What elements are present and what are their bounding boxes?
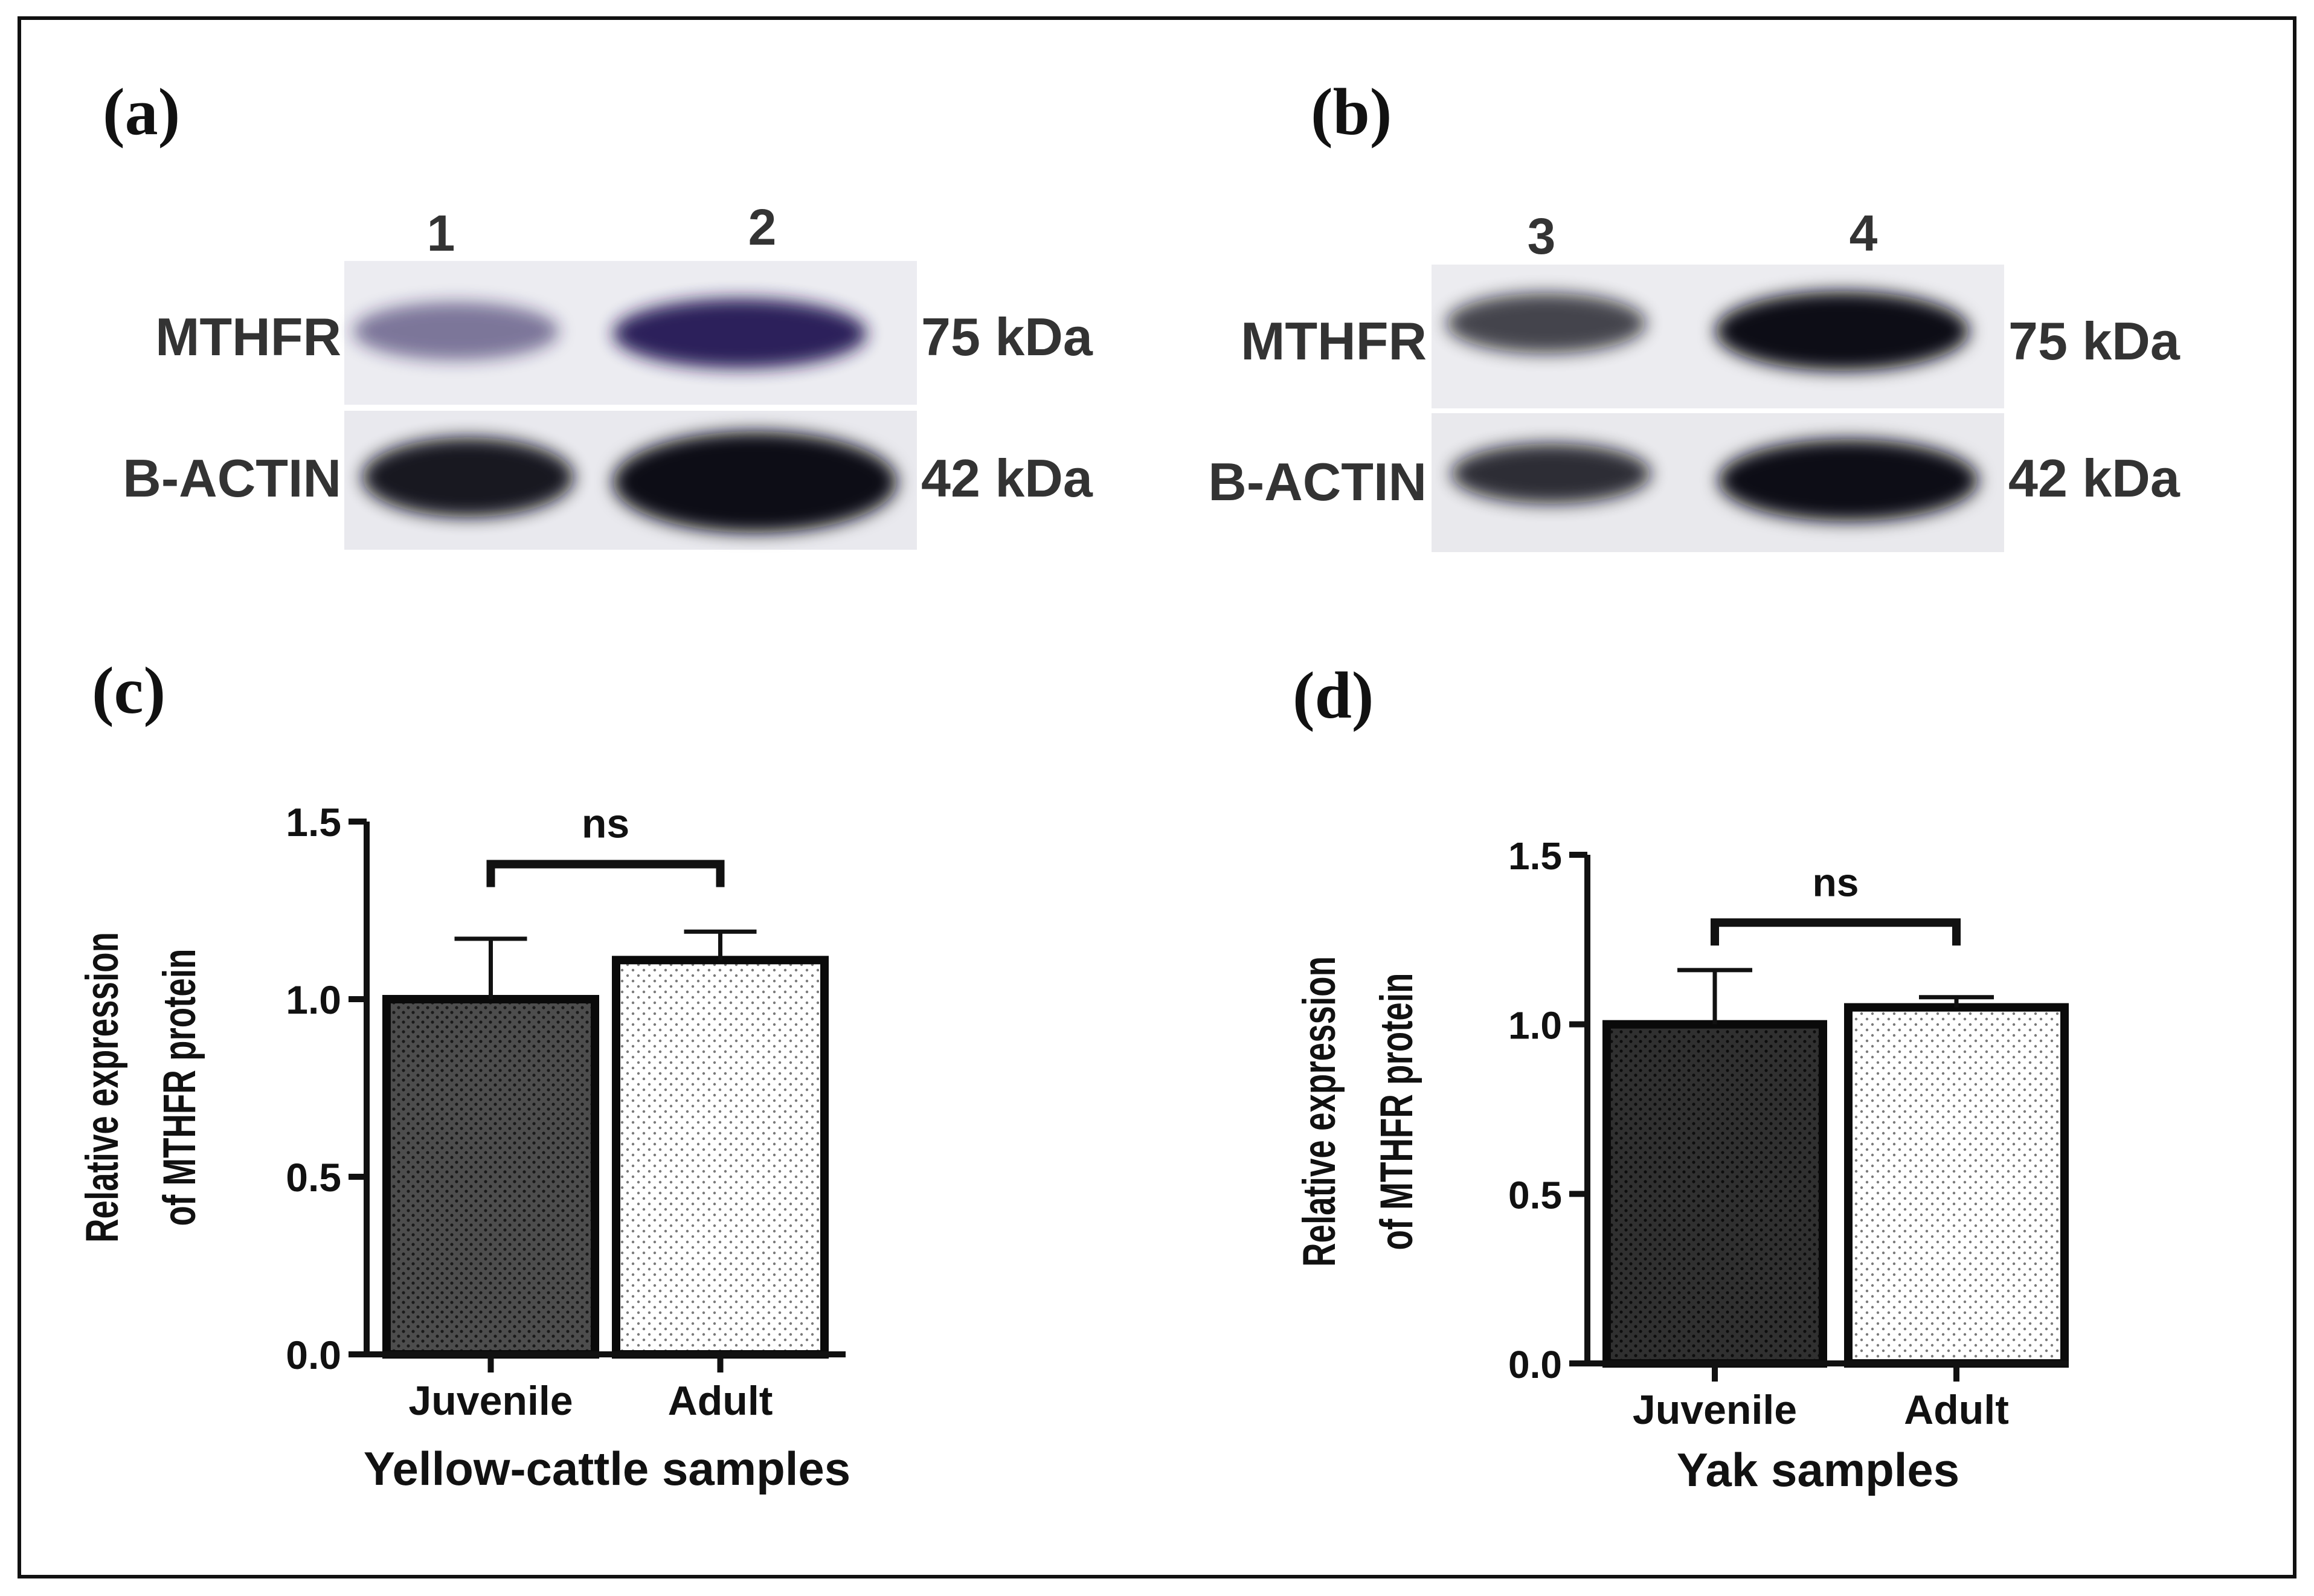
lane-label-3: 3 [1528, 208, 1556, 265]
lane-label-1: 1 [427, 205, 455, 262]
size-label-42kda-a: 42 kDa [921, 448, 1093, 508]
protein-label-mthfr-a: MTHFR [155, 307, 341, 367]
y-tick-label-d-3: 1.5 [1508, 834, 1562, 878]
error-bar-c-adult [684, 929, 757, 960]
band-bactin-lane-4 [1718, 439, 1978, 521]
y-axis-title-d: Relative expression of MTHFR protein [1294, 956, 1422, 1267]
y-tick-label-d-1: 0.5 [1508, 1173, 1562, 1217]
panel-label-c: (c) [92, 654, 166, 727]
y-axis-title-d-line1: Relative expression [1294, 956, 1345, 1267]
y-tick-label-c-2: 1.0 [286, 977, 341, 1022]
y-axis-d: 0.0 0.5 1.0 1.5 [1508, 834, 1590, 1386]
figure-frame [18, 16, 2296, 1578]
x-tick-label-d-juvenile: Juvenile [1633, 1387, 1797, 1433]
bar-d-juvenile [1602, 1020, 1827, 1368]
panel-label-a: (a) [103, 75, 180, 149]
panel-label-b: (b) [1311, 75, 1392, 149]
western-blot-a: 1 2 MTHFR B-ACTIN 75 kDa 42 kDa [123, 199, 1093, 550]
bar-c-adult [612, 956, 829, 1359]
y-axis-title-c-line2: of MTHFR protein [154, 949, 205, 1226]
size-label-75kda-b: 75 kDa [2008, 311, 2181, 371]
y-axis-title-c: Relative expression of MTHFR protein [77, 932, 205, 1243]
y-tick-label-c-3: 1.5 [286, 800, 341, 845]
significance-label-d: ns [1812, 860, 1859, 904]
y-axis-title-c-line1: Relative expression [77, 932, 128, 1243]
significance-bracket-d [1711, 918, 1961, 946]
size-label-75kda-a: 75 kDa [921, 307, 1093, 367]
western-blot-b: 3 4 MTHFR B-ACTIN 75 kDa 42 kDa [1208, 205, 2181, 552]
protein-label-bactin-b: B-ACTIN [1208, 452, 1427, 512]
band-mthfr-lane-3 [1447, 293, 1646, 353]
lane-label-4: 4 [1850, 205, 1878, 262]
band-bactin-lane-1 [362, 437, 574, 517]
y-axis-c: 0.0 0.5 1.0 1.5 [286, 800, 370, 1377]
bar-c-juvenile [382, 995, 599, 1359]
significance-label-c: ns [582, 801, 629, 847]
y-tick-label-c-1: 0.5 [286, 1155, 341, 1200]
error-bar-d-adult [1919, 995, 1994, 1008]
x-axis-title-c: Yellow-cattle samples [364, 1442, 850, 1495]
y-tick-label-d-0: 0.0 [1508, 1343, 1562, 1386]
error-bar-d-juvenile [1677, 968, 1752, 1025]
y-axis-title-d-line2: of MTHFR protein [1371, 973, 1422, 1250]
y-tick-label-c-0: 0.0 [286, 1333, 341, 1377]
x-axis-title-d: Yak samples [1677, 1443, 1959, 1496]
band-bactin-lane-3 [1451, 443, 1651, 504]
bar-chart-d: 0.0 0.5 1.0 1.5 Juvenile Adult Yak sampl… [1294, 834, 2069, 1496]
band-mthfr-lane-4 [1715, 291, 1969, 371]
x-tick-label-d-adult: Adult [1904, 1387, 2009, 1433]
band-mthfr-lane-2 [613, 298, 867, 368]
size-label-42kda-b: 42 kDa [2008, 448, 2181, 508]
bar-d-adult [1844, 1003, 2069, 1368]
error-bar-c-juvenile [454, 936, 527, 999]
panel-label-d: (d) [1293, 658, 1374, 732]
band-bactin-lane-2 [613, 431, 897, 533]
protein-label-bactin-a: B-ACTIN [123, 448, 341, 508]
significance-bracket-c [486, 860, 725, 887]
bar-chart-c: 0.0 0.5 1.0 1.5 Juvenile Adult Yellow-ca… [77, 800, 850, 1495]
x-tick-label-c-juvenile: Juvenile [408, 1378, 573, 1424]
y-tick-label-d-2: 1.0 [1508, 1004, 1562, 1047]
x-tick-label-c-adult: Adult [668, 1378, 773, 1424]
lane-label-2: 2 [748, 199, 777, 256]
protein-label-mthfr-b: MTHFR [1241, 311, 1427, 371]
band-mthfr-lane-1 [353, 302, 559, 360]
